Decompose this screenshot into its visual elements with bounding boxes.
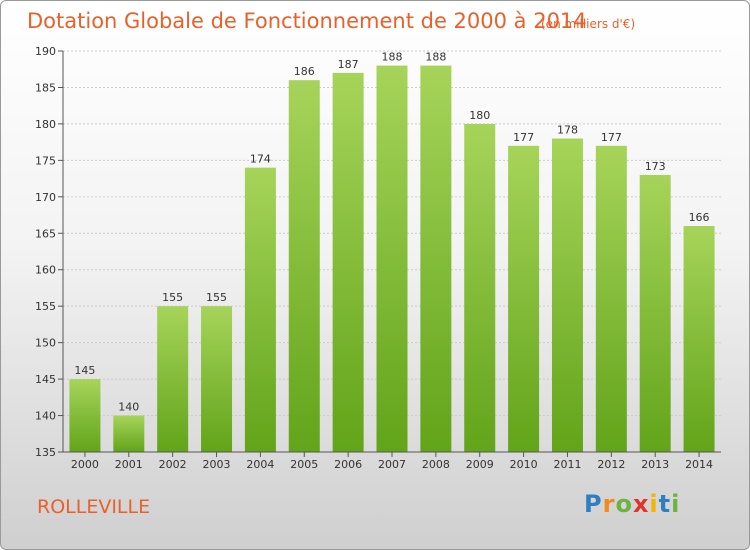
data-label: 140 bbox=[118, 401, 139, 414]
y-tick-label: 150 bbox=[35, 337, 56, 350]
bar bbox=[508, 145, 540, 453]
data-label: 186 bbox=[294, 65, 315, 78]
y-tick-label: 165 bbox=[35, 227, 56, 240]
data-label: 177 bbox=[513, 131, 534, 144]
y-tick-label: 145 bbox=[35, 373, 56, 386]
y-tick-label: 175 bbox=[35, 154, 56, 167]
data-label: 173 bbox=[645, 160, 666, 173]
bar bbox=[288, 80, 320, 452]
data-label: 188 bbox=[425, 51, 446, 64]
x-tick-label: 2005 bbox=[290, 458, 318, 471]
logo-letter: P bbox=[584, 490, 603, 518]
proxiti-logo: Proxiti bbox=[584, 490, 680, 518]
y-tick-label: 160 bbox=[35, 264, 56, 277]
y-tick-label: 140 bbox=[35, 410, 56, 423]
y-tick-label: 185 bbox=[35, 81, 56, 94]
bar bbox=[332, 72, 364, 452]
x-tick-label: 2003 bbox=[203, 458, 231, 471]
logo-letter: t bbox=[658, 490, 672, 518]
data-label: 180 bbox=[469, 109, 490, 122]
data-label: 155 bbox=[162, 291, 183, 304]
x-tick-label: 2013 bbox=[641, 458, 669, 471]
unit-note: (en milliers d'€) bbox=[541, 17, 636, 31]
bar bbox=[157, 306, 189, 452]
logo-letter: x bbox=[632, 490, 650, 518]
x-tick-label: 2002 bbox=[159, 458, 187, 471]
logo-letter: r bbox=[602, 490, 616, 518]
x-tick-label: 2007 bbox=[378, 458, 406, 471]
data-label: 155 bbox=[206, 291, 227, 304]
y-axis-ticks: 135 140 145 150 155 160 165 170 175 180 185 190 bbox=[35, 45, 63, 459]
x-tick-label: 2008 bbox=[422, 458, 450, 471]
chart-title: Dotation Globale de Fonctionnement de 20… bbox=[27, 9, 587, 33]
x-tick-label: 2006 bbox=[334, 458, 362, 471]
y-tick-label: 190 bbox=[35, 45, 56, 58]
data-label: 174 bbox=[250, 153, 271, 166]
logo-letter: o bbox=[615, 490, 633, 518]
x-tick-label: 2014 bbox=[685, 458, 713, 471]
data-label: 178 bbox=[557, 123, 578, 136]
bar bbox=[69, 379, 101, 452]
logo-letter: i bbox=[649, 490, 659, 518]
axes bbox=[62, 51, 721, 453]
bars bbox=[69, 65, 715, 453]
logo-letter: i bbox=[671, 490, 681, 518]
data-label: 145 bbox=[74, 364, 95, 377]
data-label: 177 bbox=[601, 131, 622, 144]
commune-name: ROLLEVILLE bbox=[37, 496, 151, 518]
data-labels: 145 140 155 155 174 186 187 188 188 180 177 178 177 1… bbox=[74, 51, 709, 414]
bar bbox=[113, 415, 145, 452]
y-tick-label: 155 bbox=[35, 300, 56, 313]
x-tick-label: 2010 bbox=[510, 458, 538, 471]
x-tick-label: 2001 bbox=[115, 458, 143, 471]
bar bbox=[376, 65, 408, 452]
x-tick-label: 2000 bbox=[71, 458, 99, 471]
bar bbox=[683, 225, 715, 452]
bar bbox=[201, 306, 233, 452]
x-axis-ticks: 2000 2001 2002 2003 2004 2005 2006 2007 2008 2009… bbox=[71, 452, 713, 471]
y-tick-label: 170 bbox=[35, 191, 56, 204]
bar bbox=[420, 65, 452, 452]
y-tick-label: 180 bbox=[35, 118, 56, 131]
data-label: 166 bbox=[689, 211, 710, 224]
bar bbox=[551, 138, 583, 452]
bar bbox=[464, 123, 496, 452]
y-tick-label: 135 bbox=[35, 446, 56, 459]
x-tick-label: 2012 bbox=[597, 458, 625, 471]
bar bbox=[639, 174, 671, 453]
x-tick-label: 2011 bbox=[553, 458, 581, 471]
data-label: 188 bbox=[382, 51, 403, 64]
bar bbox=[244, 167, 276, 452]
x-tick-label: 2009 bbox=[466, 458, 494, 471]
data-label: 187 bbox=[338, 58, 359, 71]
bar bbox=[595, 145, 627, 453]
x-tick-label: 2004 bbox=[246, 458, 274, 471]
